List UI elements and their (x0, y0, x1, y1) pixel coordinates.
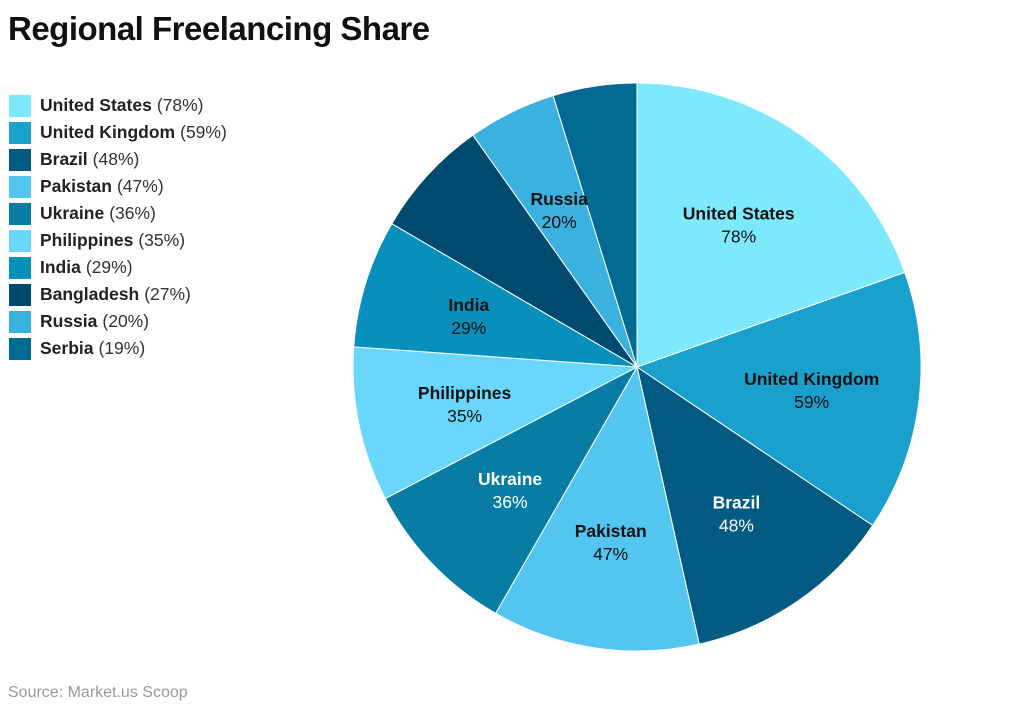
legend-value: (29%) (85, 257, 133, 277)
legend-value: (59%) (180, 122, 227, 142)
legend-swatch (8, 201, 32, 226)
slice-value-label: 35% (447, 406, 482, 426)
legend-label: Pakistan (40, 176, 112, 196)
legend-swatch (8, 255, 32, 280)
slice-label: Russia (530, 189, 588, 209)
legend-label: Serbia (40, 338, 94, 358)
slice-value-label: 47% (593, 544, 628, 564)
legend-item: Brazil (48%) (8, 146, 227, 173)
slice-label: Brazil (713, 492, 761, 512)
pie-slice-philippines (352, 346, 639, 500)
legend-label: Russia (40, 311, 98, 331)
legend-swatch (8, 174, 32, 199)
slice-label: United Kingdom (744, 369, 879, 389)
source-note: Source: Market.us Scoop (8, 684, 188, 701)
legend-item: Bangladesh (27%) (8, 281, 227, 308)
legend-value: (78%) (156, 95, 204, 115)
legend-swatch (8, 282, 32, 307)
slice-value-label: 36% (493, 492, 528, 512)
legend-swatch (8, 93, 32, 118)
legend-item: Serbia (19%) (8, 335, 227, 362)
legend-label: Ukraine (40, 203, 105, 223)
legend-item: United States (78%) (8, 92, 227, 119)
legend-item: Pakistan (47%) (8, 173, 227, 200)
legend-item: Philippines (35%) (8, 227, 227, 254)
slice-label: United States (683, 203, 795, 223)
legend-swatch (8, 336, 32, 361)
legend-label: Brazil (40, 149, 88, 169)
legend-label: Philippines (40, 230, 134, 250)
pie-slice-ukraine (384, 365, 639, 615)
pie-slice-brazil (636, 365, 874, 645)
slice-value-label: 59% (794, 392, 829, 412)
legend-item: United Kingdom (59%) (8, 119, 227, 146)
slice-value-label: 20% (542, 212, 577, 232)
legend-label: United Kingdom (40, 122, 176, 142)
slice-label: Philippines (418, 383, 512, 403)
legend-value: (35%) (138, 230, 186, 250)
pie-slice-india (353, 223, 638, 368)
legend-swatch (8, 309, 32, 334)
pie-slice-pakistan (494, 365, 700, 652)
legend-value: (27%) (144, 284, 191, 304)
legend-swatch (8, 228, 32, 253)
legend-value: (47%) (116, 176, 164, 196)
legend-value: (36%) (109, 203, 156, 223)
legend-value: (20%) (102, 311, 150, 331)
slice-value-label: 48% (719, 515, 754, 535)
slice-label: Pakistan (575, 521, 647, 541)
chart-title: Regional Freelancing Share (8, 10, 430, 47)
slice-label: Ukraine (478, 469, 542, 489)
legend-label: Bangladesh (40, 284, 140, 304)
legend-item: Ukraine (36%) (8, 200, 227, 227)
legend-label: India (40, 257, 81, 277)
legend-item: Russia (20%) (8, 308, 227, 335)
legend-value: (48%) (92, 149, 140, 169)
legend-swatch (8, 120, 32, 145)
legend: United States (78%) United Kingdom (59%) B… (8, 92, 227, 362)
legend-swatch (8, 147, 32, 172)
pie-slice-bangladesh (391, 134, 638, 368)
slice-value-label: 78% (721, 226, 756, 246)
pie-slice-serbia (552, 82, 638, 368)
legend-value: (19%) (98, 338, 146, 358)
slice-label: India (448, 295, 489, 315)
legend-item: India (29%) (8, 254, 227, 281)
legend-label: United States (40, 95, 152, 115)
pie-slice-united-kingdom (635, 271, 922, 527)
slice-value-label: 29% (451, 318, 486, 338)
